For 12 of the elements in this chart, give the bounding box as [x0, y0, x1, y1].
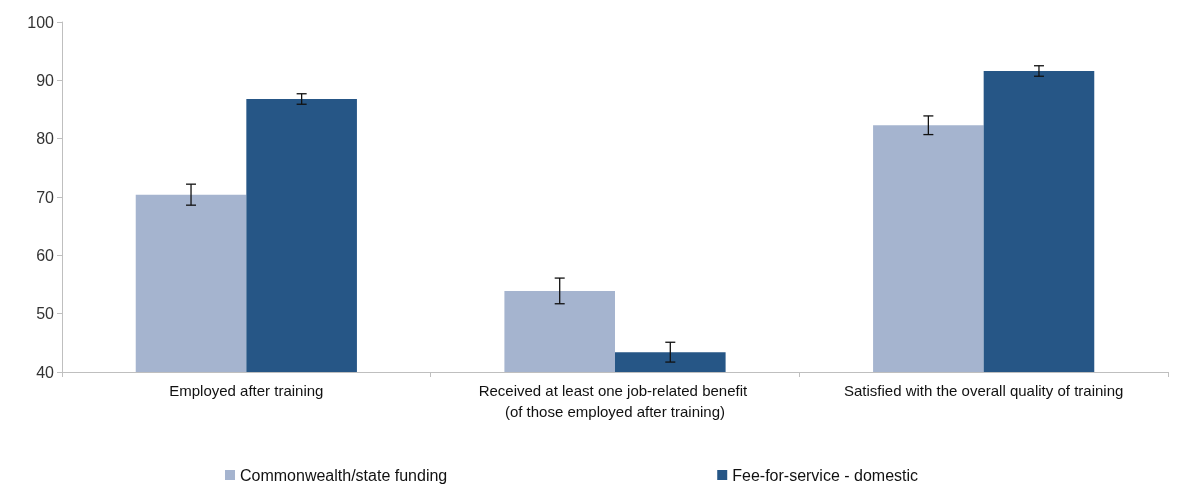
y-tick-label: 40 — [36, 363, 55, 381]
x-tick-label: Satisfied with the overall quality of training — [844, 382, 1124, 399]
legend-label: Fee-for-service - domestic — [732, 466, 919, 484]
y-tick-label: 100 — [27, 13, 55, 31]
y-tick-label: 90 — [36, 71, 55, 89]
y-tick-label: 80 — [36, 130, 55, 148]
legend-label: Commonwealth/state funding — [240, 466, 448, 484]
y-tick-label: 70 — [36, 188, 55, 206]
y-tick-label: 50 — [36, 305, 55, 323]
y-tick-label: 60 — [36, 246, 55, 264]
x-tick-label: Employed after training — [169, 382, 324, 399]
x-tick-label: Received at least one job-related benefit (of those employed after training) — [478, 382, 752, 420]
